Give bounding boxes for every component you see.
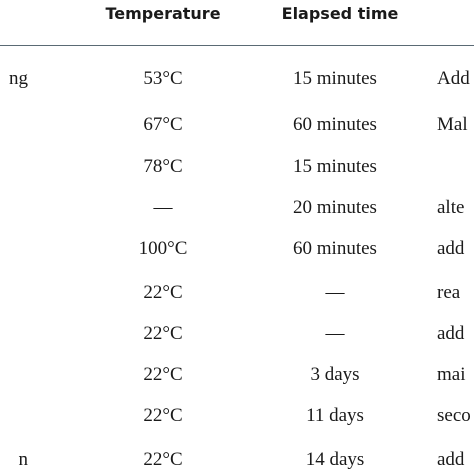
table-row: — 20 minutes alte	[0, 191, 474, 224]
note-cell: add	[437, 238, 465, 259]
elapsed-time-cell: 20 minutes	[293, 197, 377, 218]
table-row: 22°C — add	[0, 317, 474, 350]
temperature-cell: 22°C	[143, 449, 183, 470]
note-cell: mai	[437, 364, 466, 385]
table-header: Temperature Elapsed time	[0, 0, 474, 46]
elapsed-time-cell: 60 minutes	[293, 114, 377, 135]
step-cell: ng	[9, 68, 28, 89]
step-cell: n	[18, 449, 29, 470]
elapsed-time-cell: 60 minutes	[293, 238, 377, 259]
elapsed-time-cell: 15 minutes	[293, 156, 377, 177]
temperature-cell: —	[153, 197, 173, 218]
temperature-cell: 78°C	[143, 156, 183, 177]
note-cell: add	[437, 323, 465, 344]
header-elapsed-time: Elapsed time	[281, 4, 399, 23]
temperature-cell: 22°C	[143, 405, 183, 426]
elapsed-time-cell: —	[325, 282, 345, 303]
table-row: ng 53°C 15 minutes Add	[0, 62, 474, 95]
temperature-cell: 22°C	[143, 364, 183, 385]
table-row: 67°C 60 minutes Mal	[0, 108, 474, 141]
header-temperature: Temperature	[105, 4, 221, 23]
table-row: 22°C 3 days mai	[0, 358, 474, 391]
elapsed-time-cell: 11 days	[306, 405, 364, 426]
temperature-cell: 22°C	[143, 323, 183, 344]
temperature-cell: 100°C	[138, 238, 188, 259]
table-row: 22°C — rea	[0, 276, 474, 309]
note-cell: seco	[437, 405, 471, 426]
header-rule	[0, 45, 474, 46]
temperature-cell: 53°C	[143, 68, 183, 89]
note-cell: Mal	[437, 114, 468, 135]
temperature-cell: 22°C	[143, 282, 183, 303]
table-row: 100°C 60 minutes add	[0, 232, 474, 265]
note-cell: Add	[437, 68, 470, 89]
note-cell: add	[437, 449, 465, 470]
table-row: 22°C 11 days seco	[0, 399, 474, 432]
elapsed-time-cell: —	[325, 323, 345, 344]
elapsed-time-cell: 15 minutes	[293, 68, 377, 89]
note-cell: alte	[437, 197, 465, 218]
table-row: n 22°C 14 days add	[0, 443, 474, 474]
table-row: 78°C 15 minutes	[0, 150, 474, 183]
elapsed-time-cell: 3 days	[310, 364, 360, 385]
note-cell: rea	[437, 282, 461, 303]
temperature-cell: 67°C	[143, 114, 183, 135]
elapsed-time-cell: 14 days	[305, 449, 365, 470]
